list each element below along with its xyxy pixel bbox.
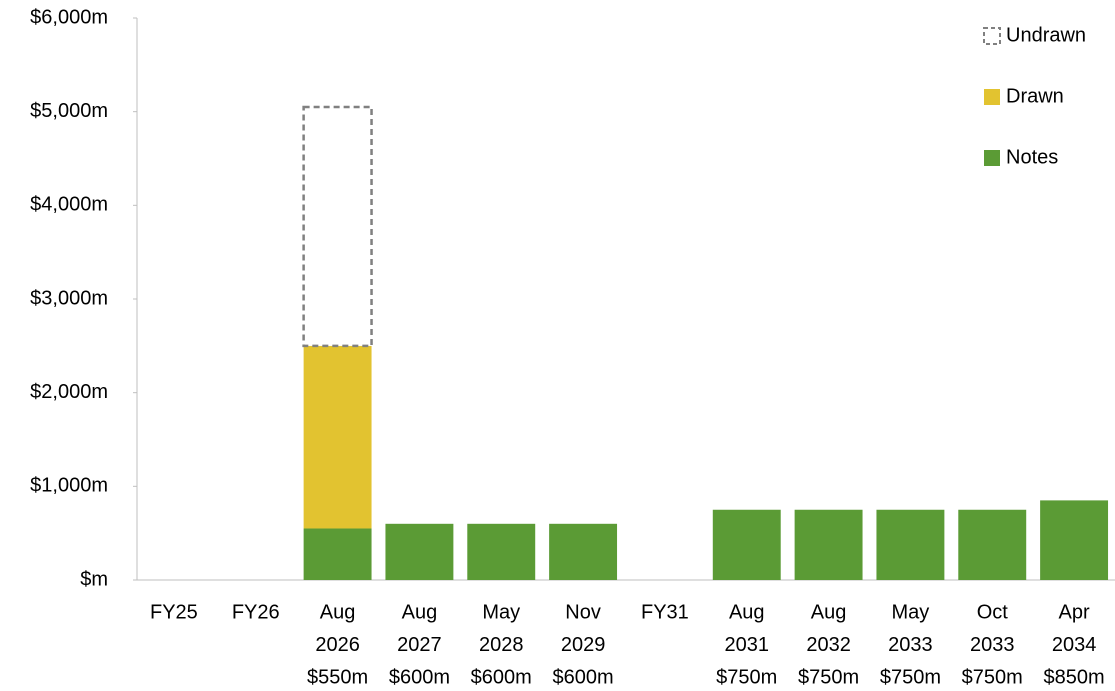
bar-segment xyxy=(385,523,454,580)
legend-label: Notes xyxy=(1006,146,1058,168)
x-tick-label: May xyxy=(892,601,930,623)
y-tick-label: $6,000m xyxy=(30,6,108,28)
x-tick-label: $850m xyxy=(1044,666,1105,688)
legend-swatch xyxy=(983,27,1001,45)
x-tick-label: $600m xyxy=(389,666,450,688)
x-tick-label: Aug xyxy=(811,601,847,623)
y-tick-label: $4,000m xyxy=(30,194,108,216)
bar-segment xyxy=(876,509,945,580)
legend-swatch xyxy=(984,89,1000,105)
legend-label: Drawn xyxy=(1006,85,1064,107)
y-tick-label: $m xyxy=(80,568,108,590)
x-tick-label: FY31 xyxy=(641,601,689,623)
x-tick-label: $750m xyxy=(798,666,859,688)
x-tick-label: Nov xyxy=(565,601,601,623)
bar-segment xyxy=(467,523,536,580)
x-tick-label: Oct xyxy=(977,601,1009,623)
x-tick-label: $600m xyxy=(471,666,532,688)
x-tick-label: Apr xyxy=(1059,601,1090,623)
bar-segment xyxy=(794,509,863,580)
bar-segment xyxy=(1040,500,1109,580)
x-tick-label: 2033 xyxy=(888,634,933,656)
x-tick-label: 2027 xyxy=(397,634,442,656)
x-tick-label: 2034 xyxy=(1052,634,1097,656)
x-tick-label: 2029 xyxy=(561,634,606,656)
x-tick-label: 2032 xyxy=(806,634,851,656)
x-tick-label: 2028 xyxy=(479,634,524,656)
y-tick-label: $1,000m xyxy=(30,475,108,497)
x-tick-label: $750m xyxy=(962,666,1023,688)
x-tick-label: 2033 xyxy=(970,634,1015,656)
y-tick-label: $2,000m xyxy=(30,381,108,403)
bar-segment xyxy=(712,509,781,580)
x-tick-label: $600m xyxy=(553,666,614,688)
bar-segment xyxy=(302,105,373,348)
x-tick-label: FY25 xyxy=(150,601,198,623)
y-tick-label: $5,000m xyxy=(30,100,108,122)
bar-segment xyxy=(303,345,372,529)
x-tick-label: $550m xyxy=(307,666,368,688)
x-tick-label: Aug xyxy=(729,601,765,623)
y-tick-label: $3,000m xyxy=(30,287,108,309)
x-tick-label: $750m xyxy=(880,666,941,688)
x-tick-label: Aug xyxy=(320,601,356,623)
x-tick-label: FY26 xyxy=(232,601,280,623)
bar-segment xyxy=(303,528,372,580)
x-tick-label: 2031 xyxy=(725,634,770,656)
x-tick-label: Aug xyxy=(402,601,438,623)
bar-segment xyxy=(958,509,1027,580)
legend-swatch xyxy=(984,150,1000,166)
x-tick-label: 2026 xyxy=(315,634,360,656)
bar-segment xyxy=(549,523,618,580)
legend-label: Undrawn xyxy=(1006,24,1086,46)
x-tick-label: May xyxy=(482,601,520,623)
x-tick-label: $750m xyxy=(716,666,777,688)
